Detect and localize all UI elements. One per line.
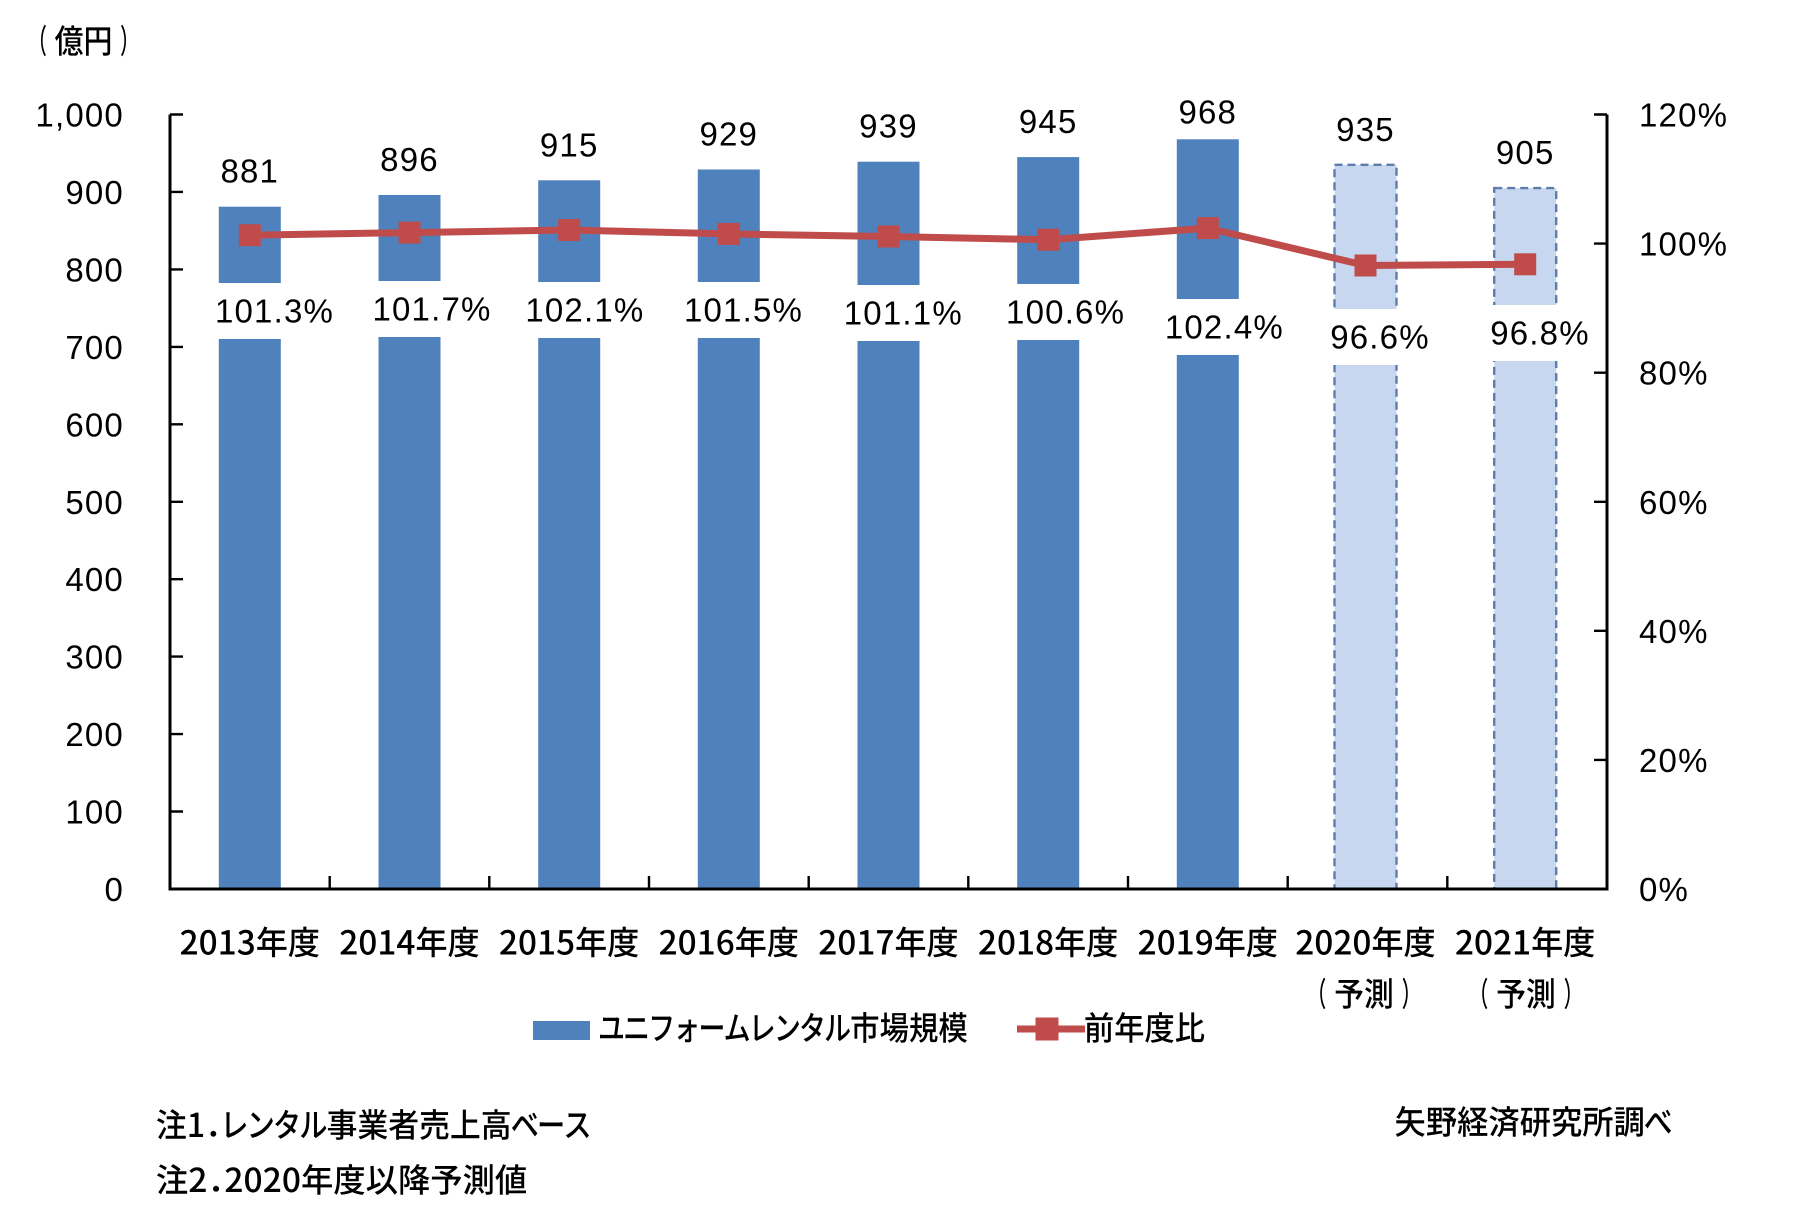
svg-text:200: 200 <box>65 716 124 753</box>
svg-text:800: 800 <box>65 251 124 288</box>
svg-text:100: 100 <box>65 794 124 831</box>
svg-text:96.8%: 96.8% <box>1490 315 1590 352</box>
svg-text:968: 968 <box>1178 93 1237 130</box>
svg-text:40%: 40% <box>1639 613 1709 650</box>
svg-text:100.6%: 100.6% <box>1006 294 1125 331</box>
svg-text:101.5%: 101.5% <box>684 292 803 329</box>
svg-text:935: 935 <box>1336 111 1395 148</box>
svg-text:600: 600 <box>65 406 124 443</box>
svg-text:102.4%: 102.4% <box>1165 309 1284 346</box>
svg-text:900: 900 <box>65 174 124 211</box>
svg-text:0%: 0% <box>1639 871 1689 908</box>
svg-text:896: 896 <box>380 141 439 178</box>
svg-text:400: 400 <box>65 561 124 598</box>
svg-text:20%: 20% <box>1639 742 1709 779</box>
svg-text:100%: 100% <box>1639 226 1728 263</box>
svg-text:101.7%: 101.7% <box>372 291 491 328</box>
svg-text:500: 500 <box>65 484 124 521</box>
svg-text:96.6%: 96.6% <box>1330 319 1430 356</box>
svg-text:101.1%: 101.1% <box>844 295 963 332</box>
svg-text:929: 929 <box>699 116 758 153</box>
svg-text:905: 905 <box>1496 134 1555 171</box>
svg-text:300: 300 <box>65 639 124 676</box>
svg-text:700: 700 <box>65 329 124 366</box>
svg-text:945: 945 <box>1019 103 1078 140</box>
svg-text:915: 915 <box>540 126 599 163</box>
svg-text:60%: 60% <box>1639 484 1709 521</box>
svg-text:102.1%: 102.1% <box>525 292 644 329</box>
svg-text:120%: 120% <box>1639 97 1728 134</box>
svg-text:939: 939 <box>859 108 918 145</box>
svg-text:1,000: 1,000 <box>35 97 124 134</box>
svg-text:101.3%: 101.3% <box>215 293 334 330</box>
svg-text:881: 881 <box>220 153 279 190</box>
svg-text:80%: 80% <box>1639 355 1709 392</box>
svg-text:0: 0 <box>104 871 124 908</box>
